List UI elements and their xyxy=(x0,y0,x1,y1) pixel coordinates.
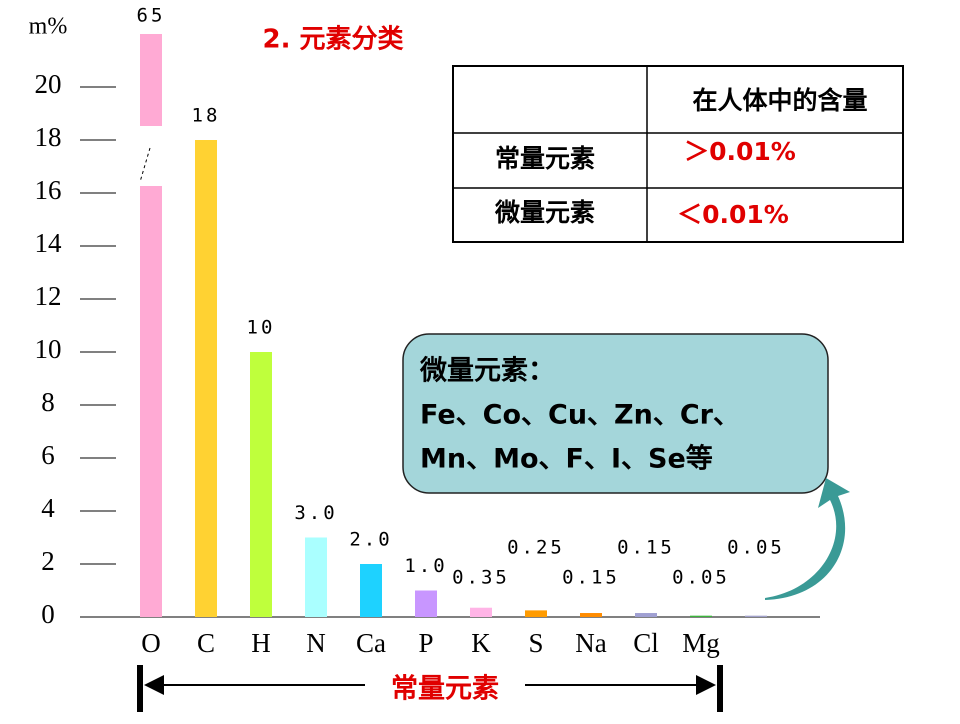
y-tick-label: 2 xyxy=(41,546,55,576)
table-cell: 微量元素 xyxy=(494,198,595,227)
bar xyxy=(305,537,327,617)
y-tick-label: 10 xyxy=(35,334,62,364)
bar xyxy=(635,613,657,617)
x-tick-label: N xyxy=(306,628,326,658)
value-label: 1.0 xyxy=(404,555,447,577)
bar xyxy=(470,607,492,617)
bar xyxy=(250,352,272,617)
callout-box xyxy=(402,333,829,494)
bar xyxy=(580,613,602,617)
y-tick-label: 0 xyxy=(41,599,55,629)
value-label: 65 xyxy=(137,5,166,27)
axis-break xyxy=(135,126,169,186)
x-tick-label: K xyxy=(471,628,491,658)
y-tick-label: 6 xyxy=(41,440,55,470)
value-label: 0.05 xyxy=(727,537,785,559)
bracket-label: 常量元素 xyxy=(391,674,499,705)
table-header: 在人体中的含量 xyxy=(692,86,867,115)
x-tick-label: P xyxy=(418,628,433,658)
x-tick-label: O xyxy=(141,628,161,658)
y-tick-label: 18 xyxy=(35,122,62,152)
bracket-label-bg xyxy=(365,672,525,706)
bar xyxy=(525,610,547,617)
y-tick-label: 16 xyxy=(35,175,62,205)
bar xyxy=(360,564,382,617)
value-label: 0.05 xyxy=(672,567,730,589)
y-tick-label: 14 xyxy=(35,228,63,258)
value-label: 0.25 xyxy=(507,537,565,559)
x-tick-label: C xyxy=(197,628,215,658)
y-tick-label: 12 xyxy=(35,281,62,311)
bar xyxy=(140,34,162,617)
bracket: 常量元素 xyxy=(137,665,723,712)
table-cell: ＜0.01% xyxy=(677,200,789,229)
x-tick-label: Cl xyxy=(633,628,659,658)
value-label: 0.35 xyxy=(452,567,510,589)
table-border xyxy=(452,65,904,243)
value-label: 0.15 xyxy=(562,567,620,589)
y-axis-label: m% xyxy=(29,14,68,40)
value-label: 2.0 xyxy=(349,529,392,551)
value-label: 3.0 xyxy=(294,502,337,524)
callout-line: Fe、Co、Cu、Zn、Cr、 xyxy=(420,400,740,431)
callout-line: 微量元素： xyxy=(419,356,555,387)
bar xyxy=(195,140,217,617)
value-label: 0.15 xyxy=(617,537,675,559)
x-tick-label: Na xyxy=(575,628,606,658)
table-cell: 常量元素 xyxy=(495,144,595,173)
callout: 微量元素： Fe、Co、Cu、Zn、Cr、 Mn、Mo、F、I、Se等 xyxy=(402,333,850,600)
bar xyxy=(690,615,712,617)
x-tick-label: S xyxy=(528,628,543,658)
slide-title: 2. 元素分类 xyxy=(262,25,403,55)
y-tick-label: 20 xyxy=(35,69,62,99)
y-tick-label: 4 xyxy=(41,493,55,523)
bar xyxy=(415,590,437,617)
bar xyxy=(745,615,767,617)
curved-arrow xyxy=(765,478,850,600)
content-table: 在人体中的含量 常量元素 ＞0.01% 微量元素 ＜0.01% xyxy=(452,65,904,243)
y-tick-label: 8 xyxy=(41,387,55,417)
callout-line: Mn、Mo、F、I、Se等 xyxy=(420,443,713,475)
table-cell: ＞0.01% xyxy=(684,137,796,166)
plot xyxy=(140,34,767,617)
value-label: 10 xyxy=(247,317,276,339)
x-tick-label: Ca xyxy=(356,628,386,658)
x-tick-label: H xyxy=(251,628,271,658)
value-label: 18 xyxy=(192,105,221,127)
x-tick-label: Mg xyxy=(682,628,720,658)
